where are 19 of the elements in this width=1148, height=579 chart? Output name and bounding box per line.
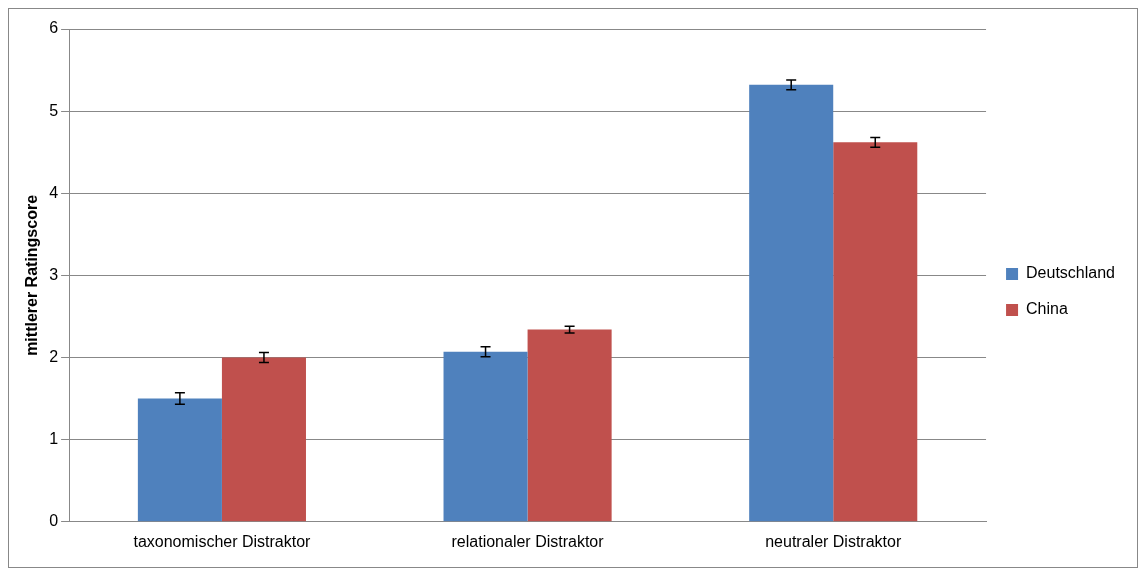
y-tick-label: 5 <box>49 101 59 119</box>
bar <box>137 398 222 522</box>
y-tick-label: 3 <box>49 265 59 283</box>
legend-label: Deutschland <box>1026 264 1116 282</box>
y-tick-label: 4 <box>49 183 59 201</box>
y-tick-label: 0 <box>49 512 59 530</box>
x-tick-label: relationaler Distraktor <box>451 532 605 550</box>
y-tick-label: 2 <box>49 347 59 365</box>
bar <box>221 357 306 522</box>
x-tick-label: taxonomischer Distraktor <box>133 532 312 550</box>
bar <box>443 351 528 522</box>
y-tick-label: 6 <box>49 19 59 37</box>
legend-label: China <box>1026 300 1068 318</box>
x-tick-label: neutraler Distraktor <box>765 532 902 550</box>
bar <box>749 84 834 522</box>
bar <box>527 329 612 522</box>
y-tick-label: 1 <box>49 430 59 448</box>
y-axis-title: mittlerer Ratingscore <box>23 194 41 356</box>
bar <box>833 142 918 522</box>
